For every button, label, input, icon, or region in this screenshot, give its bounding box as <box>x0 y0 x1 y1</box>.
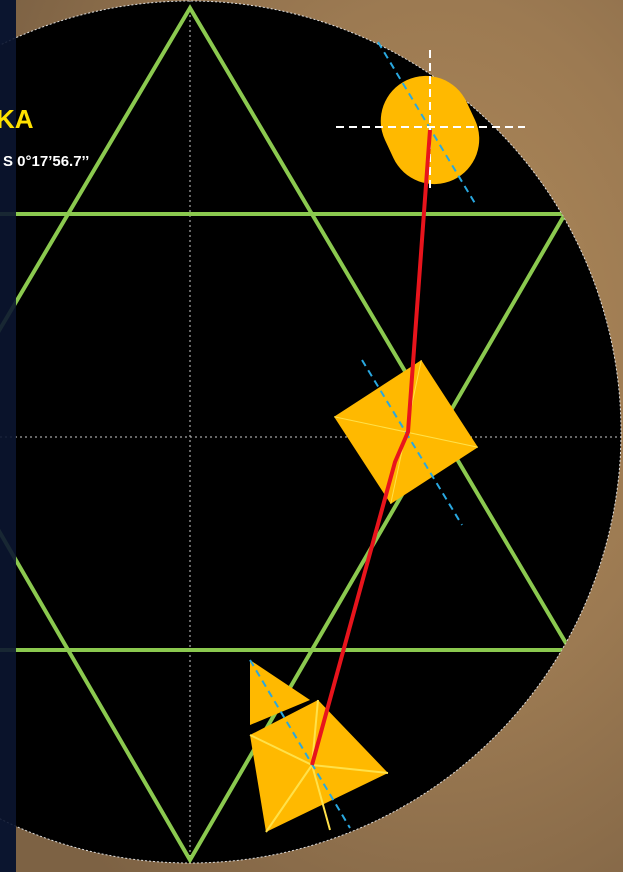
guide-line <box>377 41 477 206</box>
triangle-up <box>0 4 574 652</box>
panel-edge <box>0 0 16 872</box>
guide-line <box>361 359 463 526</box>
title: KA <box>0 104 34 134</box>
path-line <box>310 129 432 766</box>
pyramid-top <box>250 660 310 725</box>
guide-line <box>249 659 351 829</box>
crosshair <box>336 50 525 192</box>
guides <box>249 41 477 829</box>
pyramid <box>249 660 389 833</box>
coordinates: S 0°17’56.7’’ <box>3 153 89 170</box>
